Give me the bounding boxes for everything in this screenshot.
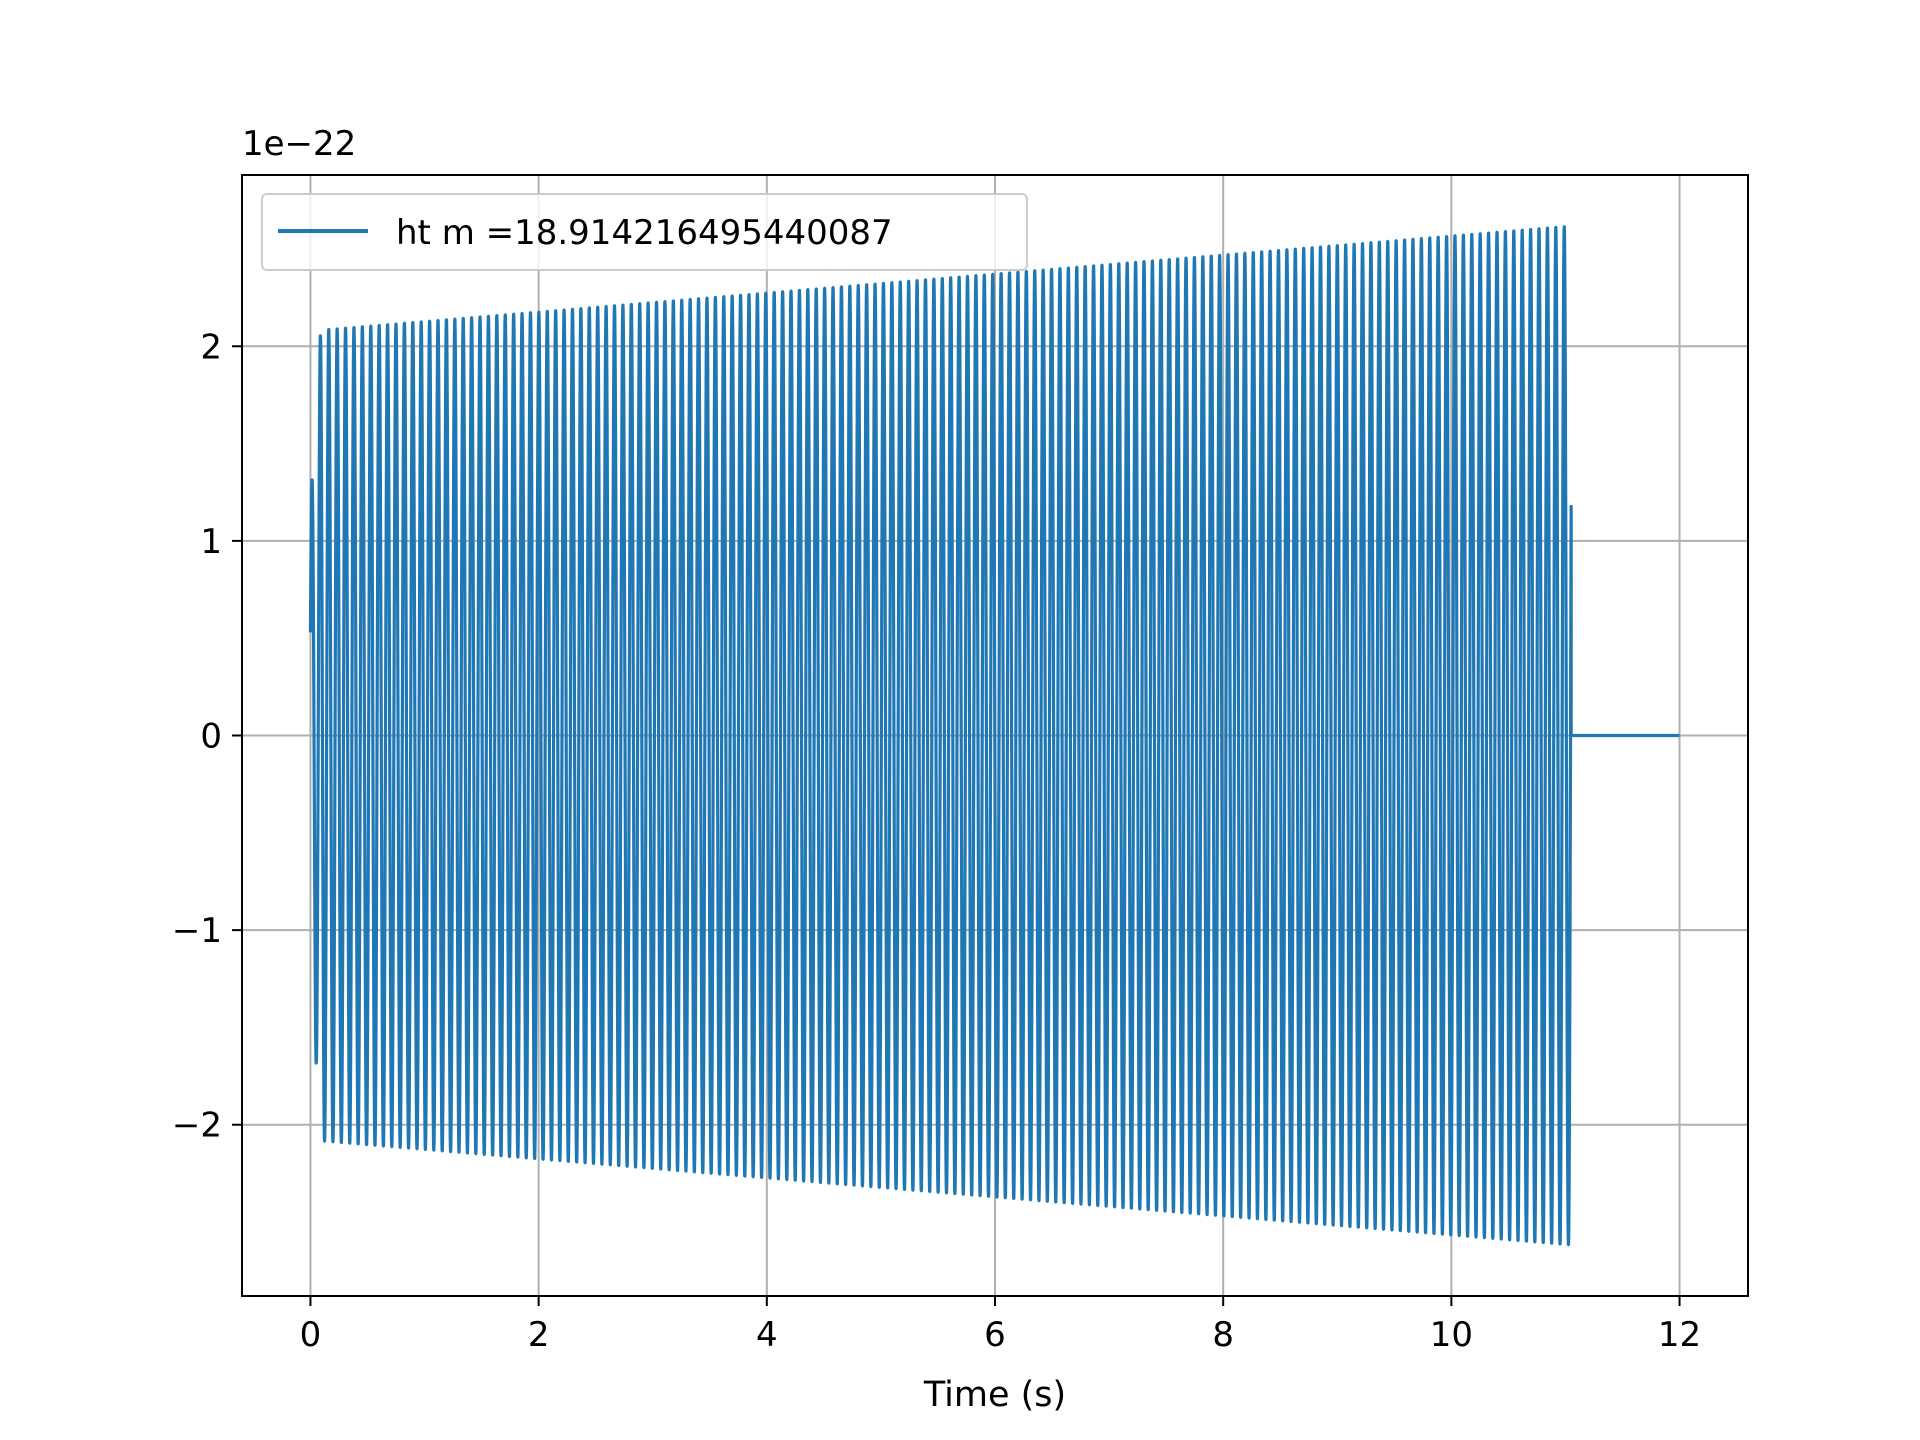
x-tick-label: 8 [1212,1315,1234,1355]
x-tick-label: 0 [300,1315,322,1355]
legend: ht m =18.914216495440087 [261,193,1028,271]
x-axis-label: Time (s) [923,1375,1066,1415]
y-tick-label: −2 [172,1106,222,1146]
y-tick-label: 1 [200,522,222,562]
x-tick-label: 4 [756,1315,778,1355]
plot-area [308,225,1680,1247]
x-tick-label: 6 [984,1315,1006,1355]
x-tick-label: 10 [1430,1315,1473,1355]
y-tick-label: 2 [200,327,222,367]
legend-label: ht m =18.914216495440087 [396,213,893,253]
series-line-ht [308,225,1680,1247]
y-tick-label: −1 [172,911,222,951]
y-tick-label: 0 [200,717,222,757]
x-tick-label: 12 [1658,1315,1701,1355]
y-axis-offset-label: 1e−22 [242,124,356,164]
x-tick-label: 2 [528,1315,550,1355]
legend-box [261,193,1028,271]
